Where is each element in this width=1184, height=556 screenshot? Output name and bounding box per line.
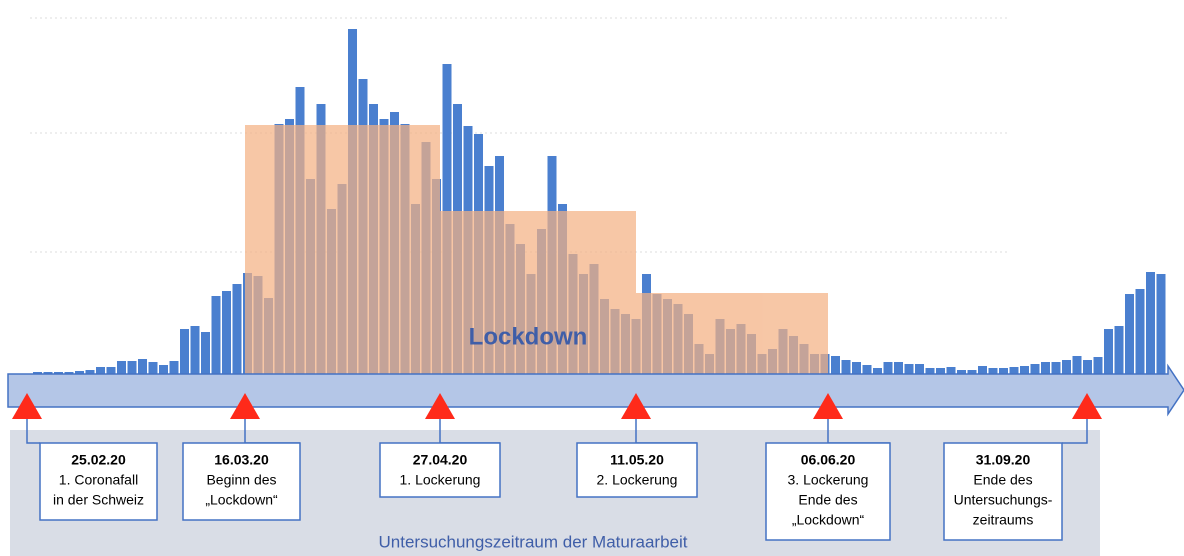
bar <box>1156 274 1166 374</box>
bar <box>159 365 168 374</box>
event-marker <box>230 393 260 419</box>
event-date: 31.09.20 <box>976 452 1031 468</box>
bar <box>883 362 893 374</box>
bar <box>978 366 987 374</box>
bar <box>852 362 861 374</box>
connector <box>1062 419 1088 444</box>
event-box <box>943 442 1063 541</box>
overlay-phase <box>245 125 440 375</box>
overlay-phase <box>636 293 828 375</box>
bar <box>904 364 914 374</box>
bar <box>1125 294 1134 374</box>
bar <box>946 367 956 374</box>
events: 25.02.20 1. Coronafall in der Schweiz 16.03… <box>12 393 1102 541</box>
bar <box>1030 364 1040 374</box>
event-date: 27.04.20 <box>413 452 468 468</box>
event-text: „Lockdown“ <box>792 512 865 528</box>
event-box <box>379 442 501 498</box>
bar <box>873 368 882 374</box>
bar <box>222 291 231 374</box>
lockdown-label: Lockdown <box>469 323 588 350</box>
event-marker <box>1072 393 1102 419</box>
bar <box>1062 360 1071 374</box>
bar <box>841 360 851 374</box>
event-box <box>182 442 301 521</box>
bar <box>1009 367 1019 374</box>
lockdown-overlay <box>245 125 828 375</box>
bar <box>96 367 105 374</box>
event-text: Untersuchungs- <box>954 492 1053 508</box>
event-marker <box>425 393 455 419</box>
bar <box>862 365 872 374</box>
event-text: Beginn des <box>206 472 276 488</box>
bar <box>211 296 221 374</box>
event-text: 1. Coronafall <box>59 472 138 488</box>
bar <box>894 362 903 374</box>
event-box <box>765 442 891 541</box>
bar <box>64 372 74 374</box>
bar <box>1114 326 1124 374</box>
connector <box>26 419 40 444</box>
bar <box>148 362 158 374</box>
bar <box>201 332 210 374</box>
event-marker <box>813 393 843 419</box>
event-text: 1. Lockerung <box>400 472 481 488</box>
bar <box>957 370 966 374</box>
bar <box>1051 362 1061 374</box>
bar <box>190 326 200 374</box>
event-date: 06.06.20 <box>801 452 856 468</box>
bar <box>1093 357 1103 374</box>
bar <box>1104 329 1113 374</box>
event-text: Ende des <box>973 472 1032 488</box>
bar <box>43 372 53 374</box>
overlay-phase <box>440 211 636 375</box>
bar <box>106 367 116 374</box>
bar <box>988 368 998 374</box>
timeline-arrow <box>7 363 1184 417</box>
event-marker <box>621 393 651 419</box>
bar <box>999 368 1008 374</box>
bar <box>75 371 84 374</box>
event-text: in der Schweiz <box>53 492 144 508</box>
event-text: 3. Lockerung <box>788 472 869 488</box>
event-text: 2. Lockerung <box>597 472 678 488</box>
bar <box>1135 289 1145 374</box>
bar <box>33 372 42 374</box>
event-date: 11.05.20 <box>610 452 664 468</box>
event-date: 16.03.20 <box>214 452 269 468</box>
bar <box>1041 362 1050 374</box>
bar <box>232 284 242 374</box>
bar <box>138 359 147 374</box>
event-box <box>576 442 698 498</box>
bar <box>54 372 63 374</box>
event-box <box>39 442 158 521</box>
event-text: zeitraums <box>973 512 1034 528</box>
event-text: Ende des <box>798 492 857 508</box>
bar <box>967 370 977 374</box>
bar <box>1146 272 1155 374</box>
event-date: 25.02.20 <box>71 452 126 468</box>
event-text: „Lockdown“ <box>205 492 278 508</box>
event-marker <box>12 393 42 419</box>
bar <box>831 356 840 374</box>
bar <box>85 370 95 374</box>
bar <box>915 364 924 374</box>
bar <box>117 361 126 374</box>
bar <box>180 329 189 374</box>
bar <box>1083 360 1092 374</box>
bar <box>936 368 945 374</box>
period-label: Untersuchungszeitraum der Maturaarbeit <box>379 532 688 551</box>
bar <box>925 368 935 374</box>
bar <box>169 361 179 374</box>
bar <box>1020 366 1029 374</box>
bar <box>1072 356 1082 374</box>
bar <box>127 361 137 374</box>
